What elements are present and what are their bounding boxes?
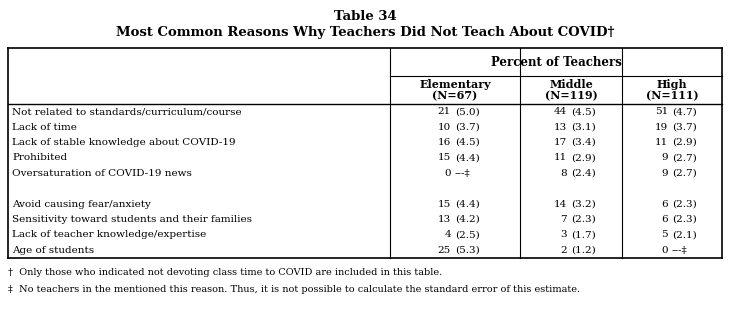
Text: Oversaturation of COVID-19 news: Oversaturation of COVID-19 news [12, 169, 192, 178]
Text: 13: 13 [438, 215, 451, 224]
Text: (2.1): (2.1) [672, 230, 696, 239]
Text: (4.4): (4.4) [455, 200, 480, 209]
Text: (3.1): (3.1) [571, 123, 596, 132]
Text: (5.3): (5.3) [455, 246, 480, 255]
Text: (1.2): (1.2) [571, 246, 596, 255]
Text: (4.2): (4.2) [455, 215, 480, 224]
Text: (4.7): (4.7) [672, 107, 696, 116]
Text: Lack of stable knowledge about COVID-19: Lack of stable knowledge about COVID-19 [12, 138, 236, 147]
Text: (3.2): (3.2) [571, 200, 596, 209]
Text: 5: 5 [661, 230, 668, 239]
Text: 16: 16 [438, 138, 451, 147]
Text: 9: 9 [661, 153, 668, 162]
Text: (4.5): (4.5) [455, 138, 480, 147]
Text: 15: 15 [438, 200, 451, 209]
Text: 6: 6 [661, 200, 668, 209]
Text: (5.0): (5.0) [455, 107, 480, 116]
Text: ‡  No teachers in the mentioned this reason. Thus, it is not possible to calcula: ‡ No teachers in the mentioned this reas… [8, 285, 580, 294]
Text: 17: 17 [554, 138, 567, 147]
Text: 9: 9 [661, 169, 668, 178]
Text: 13: 13 [554, 123, 567, 132]
Text: (2.3): (2.3) [571, 215, 596, 224]
Text: (2.7): (2.7) [672, 169, 696, 178]
Text: Lack of teacher knowledge/expertise: Lack of teacher knowledge/expertise [12, 230, 207, 239]
Text: ---‡: ---‡ [455, 169, 471, 178]
Text: 0: 0 [661, 246, 668, 255]
Text: 0: 0 [445, 169, 451, 178]
Text: 51: 51 [655, 107, 668, 116]
Text: 14: 14 [554, 200, 567, 209]
Text: 44: 44 [554, 107, 567, 116]
Text: Percent of Teachers: Percent of Teachers [491, 55, 621, 68]
Text: 10: 10 [438, 123, 451, 132]
Text: 19: 19 [655, 123, 668, 132]
Text: 7: 7 [561, 215, 567, 224]
Text: (3.7): (3.7) [455, 123, 480, 132]
Text: Middle: Middle [549, 80, 593, 90]
Text: (N=67): (N=67) [432, 90, 477, 101]
Text: High: High [657, 80, 688, 90]
Text: 11: 11 [554, 153, 567, 162]
Text: Avoid causing fear/anxiety: Avoid causing fear/anxiety [12, 200, 151, 209]
Text: (4.4): (4.4) [455, 153, 480, 162]
Text: 3: 3 [561, 230, 567, 239]
Text: (2.9): (2.9) [672, 138, 696, 147]
Text: †  Only those who indicated not devoting class time to COVID are included in thi: † Only those who indicated not devoting … [8, 268, 442, 277]
Text: 4: 4 [445, 230, 451, 239]
Text: (2.7): (2.7) [672, 153, 696, 162]
Text: Age of students: Age of students [12, 246, 94, 255]
Text: (2.3): (2.3) [672, 200, 696, 209]
Text: Sensitivity toward students and their families: Sensitivity toward students and their fa… [12, 215, 252, 224]
Text: (1.7): (1.7) [571, 230, 596, 239]
Text: Table 34: Table 34 [334, 10, 396, 23]
Text: (N=111): (N=111) [646, 90, 699, 101]
Text: Not related to standards/curriculum/course: Not related to standards/curriculum/cour… [12, 107, 242, 116]
Text: 6: 6 [661, 215, 668, 224]
Text: 15: 15 [438, 153, 451, 162]
Text: ---‡: ---‡ [672, 246, 688, 255]
Text: 11: 11 [655, 138, 668, 147]
Text: 25: 25 [438, 246, 451, 255]
Text: (2.4): (2.4) [571, 169, 596, 178]
Text: Elementary: Elementary [419, 80, 491, 90]
Text: Prohibited: Prohibited [12, 153, 67, 162]
Text: (2.3): (2.3) [672, 215, 696, 224]
Text: (3.4): (3.4) [571, 138, 596, 147]
Text: 8: 8 [561, 169, 567, 178]
Text: 2: 2 [561, 246, 567, 255]
Text: 21: 21 [438, 107, 451, 116]
Text: Most Common Reasons Why Teachers Did Not Teach About COVID†: Most Common Reasons Why Teachers Did Not… [116, 26, 614, 39]
Text: (2.9): (2.9) [571, 153, 596, 162]
Text: Lack of time: Lack of time [12, 123, 77, 132]
Text: (3.7): (3.7) [672, 123, 696, 132]
Text: (2.5): (2.5) [455, 230, 480, 239]
Text: (4.5): (4.5) [571, 107, 596, 116]
Text: (N=119): (N=119) [545, 90, 597, 101]
